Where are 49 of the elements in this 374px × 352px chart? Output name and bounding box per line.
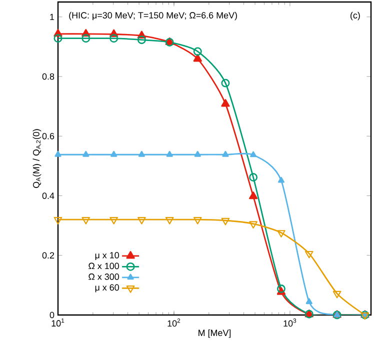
y-tick-label: 0.2	[42, 252, 54, 259]
y-tick-label: 0.6	[42, 132, 54, 140]
x-tick-label: 10$^{2}$	[168, 318, 180, 327]
point	[248, 191, 258, 200]
point	[194, 150, 201, 157]
point	[306, 298, 312, 304]
point	[54, 216, 62, 224]
legend-label: μ x 10	[95, 252, 119, 260]
point	[249, 173, 258, 182]
point	[332, 290, 342, 298]
y-tick-label: 0.8	[42, 73, 54, 80]
point	[138, 150, 145, 157]
point	[138, 216, 146, 224]
point	[249, 221, 258, 229]
y-tick-label: 0	[50, 312, 54, 318]
point	[137, 36, 146, 44]
point	[221, 78, 230, 88]
point	[54, 34, 62, 43]
point	[165, 216, 174, 224]
x-tick-label: 10$^{1}$	[52, 318, 64, 327]
point	[276, 284, 286, 294]
point	[110, 34, 118, 43]
point	[221, 218, 230, 226]
point	[110, 150, 118, 157]
point	[82, 34, 90, 43]
y-tick-label: 0.4	[42, 192, 54, 199]
point	[110, 216, 118, 224]
x-axis-title: M [MeV]	[198, 329, 231, 338]
point	[193, 54, 202, 62]
annotation: (c)	[350, 12, 360, 20]
point	[278, 176, 285, 183]
point	[277, 230, 286, 238]
point	[54, 150, 62, 157]
x-tick-label: 10$^{3}$	[284, 318, 296, 327]
point	[82, 150, 90, 157]
point	[250, 151, 257, 158]
y-axis-title: Q$_{A}$(M) / Q$_{A,2}$(0)	[32, 129, 42, 188]
point	[222, 150, 229, 157]
annotation: (HIC: μ=30 MeV; T=150 MeV; Ω=6.6 MeV)	[69, 12, 237, 20]
point	[304, 250, 314, 258]
y-tick-label: 1	[50, 14, 54, 20]
point	[221, 99, 230, 107]
legend-label: Ω x 100	[88, 262, 119, 270]
point	[82, 216, 90, 224]
legend-label: μ x 60	[95, 284, 119, 292]
point	[193, 47, 202, 56]
point	[193, 216, 202, 224]
legend-label: Ω x 300	[88, 274, 119, 280]
point	[166, 150, 173, 157]
